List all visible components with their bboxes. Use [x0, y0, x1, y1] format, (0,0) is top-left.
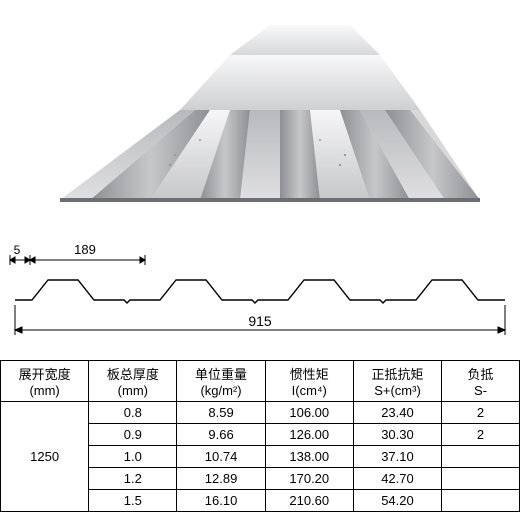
product-3d-render — [0, 0, 520, 240]
data-cell: 9.66 — [177, 424, 265, 446]
data-cell: 2 — [442, 424, 520, 446]
data-cell: 54.20 — [353, 490, 441, 512]
col-header: 负抵S- — [442, 361, 520, 402]
span-cell: 1250 — [1, 402, 89, 512]
dim-total: 915 — [248, 313, 272, 329]
data-cell — [442, 446, 520, 468]
data-cell: 12.89 — [177, 468, 265, 490]
col-header: 单位重量(kg/m²) — [177, 361, 265, 402]
data-cell: 2 — [442, 402, 520, 424]
data-cell: 37.10 — [353, 446, 441, 468]
data-cell: 1.0 — [89, 446, 177, 468]
data-cell: 1.5 — [89, 490, 177, 512]
deck-panel — [60, 25, 480, 202]
data-cell: 0.8 — [89, 402, 177, 424]
data-cell: 210.60 — [265, 490, 353, 512]
data-cell: 1.2 — [89, 468, 177, 490]
data-cell: 8.59 — [177, 402, 265, 424]
dim-segment: 189 — [74, 242, 96, 257]
col-header: 展开宽度(mm) — [1, 361, 89, 402]
data-cell — [442, 468, 520, 490]
data-cell: 16.10 — [177, 490, 265, 512]
col-header: 板总厚度(mm) — [89, 361, 177, 402]
table-row: 12500.88.59106.0023.402 — [1, 402, 520, 424]
profile-path — [15, 280, 505, 303]
data-cell: 0.9 — [89, 424, 177, 446]
data-cell: 42.70 — [353, 468, 441, 490]
data-cell: 106.00 — [265, 402, 353, 424]
data-cell: 170.20 — [265, 468, 353, 490]
data-cell: 23.40 — [353, 402, 441, 424]
profile-cross-section: 5 189 915 — [0, 240, 520, 360]
col-header: 正抵抗矩S+(cm³) — [353, 361, 441, 402]
spec-table: 展开宽度(mm)板总厚度(mm)单位重量(kg/m²)惯性矩I(cm⁴)正抵抗矩… — [0, 360, 520, 512]
dim-small: 5 — [14, 243, 21, 257]
data-cell: 138.00 — [265, 446, 353, 468]
data-cell — [442, 490, 520, 512]
data-cell: 30.30 — [353, 424, 441, 446]
data-cell: 10.74 — [177, 446, 265, 468]
spec-table-element: 展开宽度(mm)板总厚度(mm)单位重量(kg/m²)惯性矩I(cm⁴)正抵抗矩… — [0, 360, 520, 512]
col-header: 惯性矩I(cm⁴) — [265, 361, 353, 402]
data-cell: 126.00 — [265, 424, 353, 446]
